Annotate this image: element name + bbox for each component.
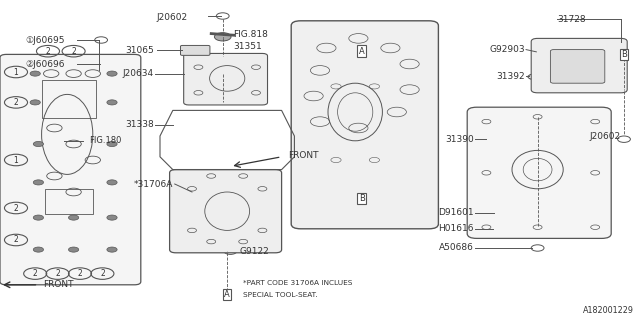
FancyBboxPatch shape xyxy=(531,38,627,93)
Text: 2: 2 xyxy=(13,236,19,244)
Circle shape xyxy=(107,141,117,147)
Text: A182001229: A182001229 xyxy=(582,306,634,315)
Text: 31338: 31338 xyxy=(125,120,154,129)
FancyBboxPatch shape xyxy=(291,21,438,229)
Text: SPECIAL TOOL-SEAT.: SPECIAL TOOL-SEAT. xyxy=(243,292,318,298)
Text: FRONT: FRONT xyxy=(44,280,74,289)
Text: J20602: J20602 xyxy=(589,132,621,140)
Text: B: B xyxy=(358,194,365,203)
Text: ②J60696: ②J60696 xyxy=(26,60,65,68)
Circle shape xyxy=(107,180,117,185)
FancyBboxPatch shape xyxy=(180,45,210,55)
Circle shape xyxy=(33,180,44,185)
Bar xyxy=(45,189,93,214)
Text: A: A xyxy=(359,47,364,56)
Text: FIG.818: FIG.818 xyxy=(234,30,268,39)
Text: 2: 2 xyxy=(33,269,38,278)
Circle shape xyxy=(107,100,117,105)
Circle shape xyxy=(33,247,44,252)
FancyBboxPatch shape xyxy=(467,107,611,238)
Text: 2: 2 xyxy=(71,47,76,56)
Bar xyxy=(42,80,96,118)
Circle shape xyxy=(107,247,117,252)
Text: J20634: J20634 xyxy=(122,69,154,78)
Text: 31065: 31065 xyxy=(125,46,154,55)
FancyBboxPatch shape xyxy=(0,54,141,285)
Text: 2: 2 xyxy=(45,47,51,56)
FancyBboxPatch shape xyxy=(184,53,268,105)
Circle shape xyxy=(30,71,40,76)
FancyBboxPatch shape xyxy=(170,170,282,253)
Circle shape xyxy=(33,215,44,220)
Text: G9122: G9122 xyxy=(240,247,269,256)
Text: B: B xyxy=(621,50,627,59)
Circle shape xyxy=(107,215,117,220)
Text: D91601: D91601 xyxy=(438,208,474,217)
Text: 2: 2 xyxy=(100,269,105,278)
Text: J20602: J20602 xyxy=(157,13,188,22)
Circle shape xyxy=(30,100,40,105)
Circle shape xyxy=(107,71,117,76)
Text: G92903: G92903 xyxy=(489,45,525,54)
Text: 1: 1 xyxy=(13,156,19,164)
Text: 2: 2 xyxy=(13,98,19,107)
Text: 2: 2 xyxy=(55,269,60,278)
Text: *31706A: *31706A xyxy=(133,180,173,188)
Text: A: A xyxy=(225,290,230,299)
Text: 2: 2 xyxy=(77,269,83,278)
Text: FRONT: FRONT xyxy=(288,151,319,160)
Text: 31351: 31351 xyxy=(234,42,262,51)
Circle shape xyxy=(68,215,79,220)
Circle shape xyxy=(33,141,44,147)
Text: 31390: 31390 xyxy=(445,135,474,144)
Text: FIG.180: FIG.180 xyxy=(90,136,122,145)
Text: 31392: 31392 xyxy=(496,72,525,81)
Text: H01616: H01616 xyxy=(438,224,474,233)
Text: A50686: A50686 xyxy=(439,244,474,252)
Text: *PART CODE 31706A INCLUES: *PART CODE 31706A INCLUES xyxy=(243,280,353,286)
Circle shape xyxy=(492,225,507,233)
Circle shape xyxy=(214,33,231,41)
FancyBboxPatch shape xyxy=(550,50,605,83)
Text: ①J60695: ①J60695 xyxy=(26,36,65,44)
Text: 2: 2 xyxy=(13,204,19,212)
Circle shape xyxy=(68,247,79,252)
Text: 1: 1 xyxy=(13,68,19,76)
Text: 31728: 31728 xyxy=(557,15,586,24)
